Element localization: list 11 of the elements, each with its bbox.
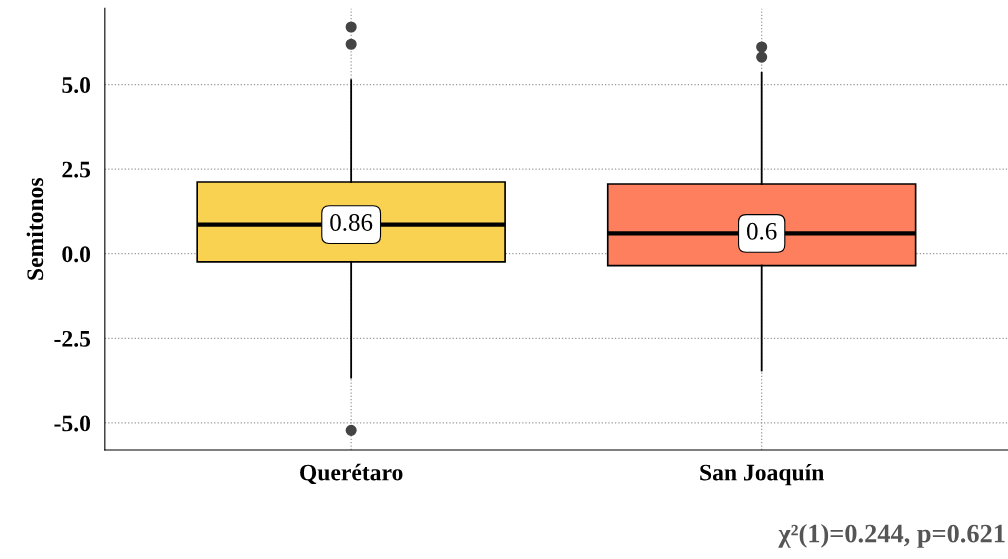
y-tick-label: 5.0	[62, 77, 91, 94]
y-tick-label: 0.0	[62, 246, 91, 263]
y-tick-label: -5.0	[54, 415, 91, 432]
annotation: 0.6	[747, 222, 777, 240]
y-tick-label: 2.5	[62, 161, 91, 178]
x-tick-label: Querétaro	[300, 463, 403, 485]
y-axis-title: Semitonos	[26, 177, 44, 280]
y-tick-label: -2.5	[54, 330, 91, 347]
annotation: 0.86	[330, 214, 373, 231]
text: χ²(1)=0.244, p=0.621	[778, 523, 1005, 548]
x-tick-label: San Joaquín	[700, 463, 824, 486]
